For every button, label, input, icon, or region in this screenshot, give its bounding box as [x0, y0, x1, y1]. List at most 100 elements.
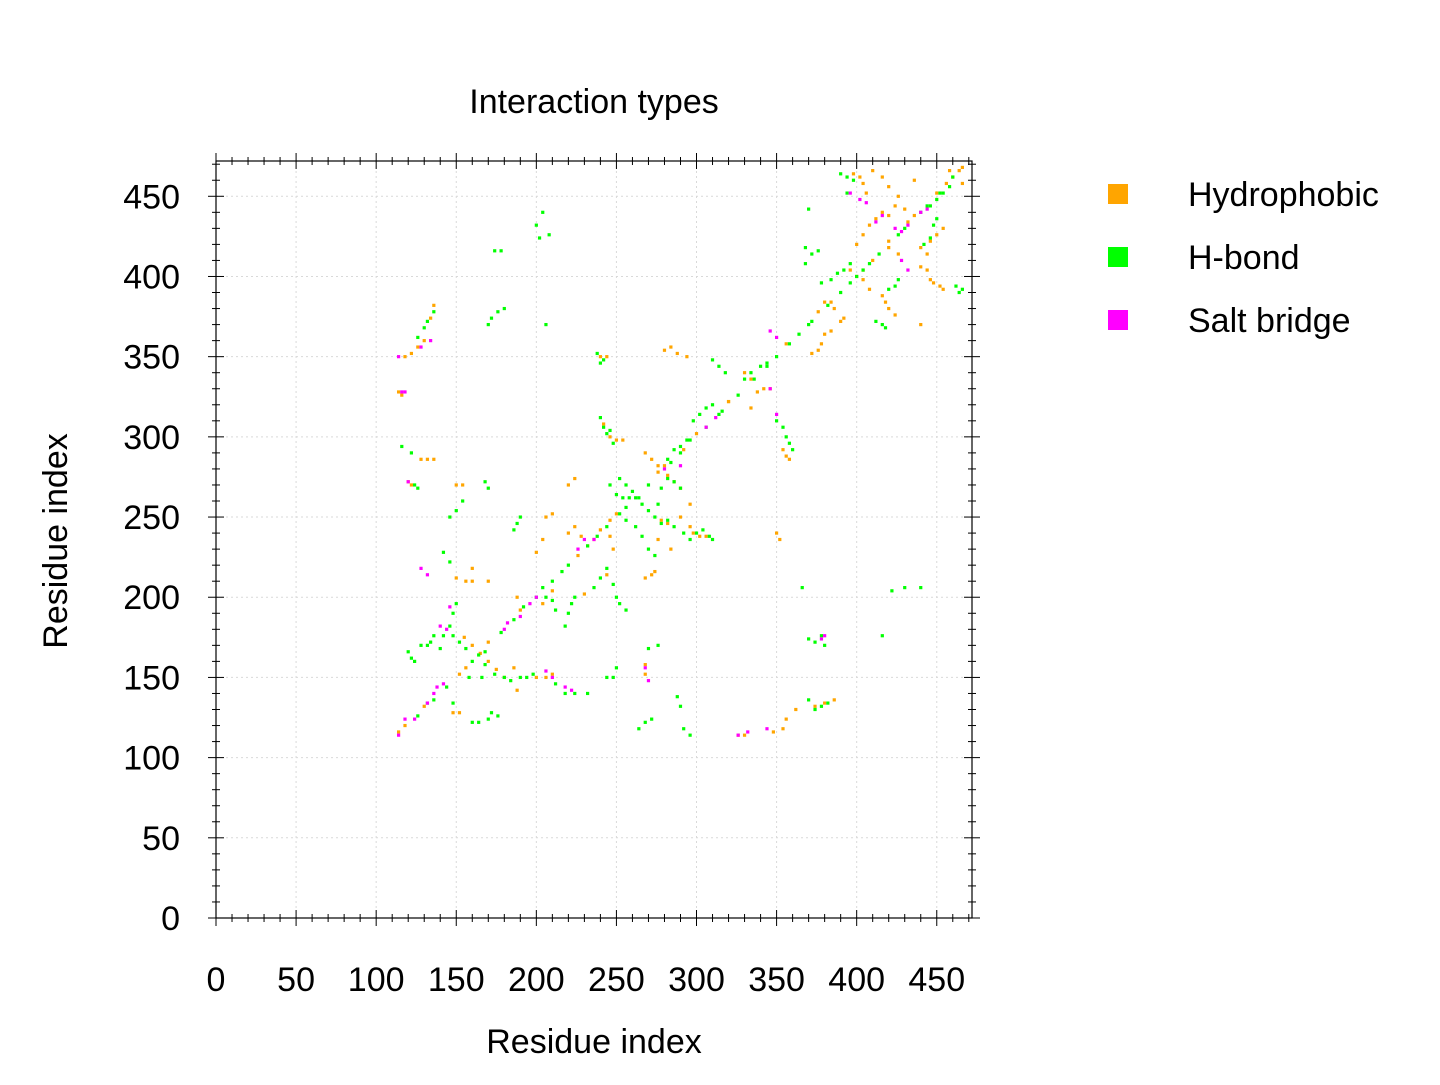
point-1-160 [682, 531, 686, 535]
point-1-82 [432, 634, 436, 638]
point-0-86 [608, 435, 612, 439]
point-1-221 [880, 634, 884, 638]
point-2-51 [906, 268, 910, 272]
point-0-115 [781, 448, 785, 452]
point-1-30 [797, 332, 801, 336]
point-0-101 [669, 547, 673, 551]
point-0-39 [470, 643, 474, 647]
point-1-135 [598, 416, 603, 420]
point-2-26 [544, 669, 548, 673]
point-0-91 [650, 573, 654, 577]
point-2-22 [534, 595, 538, 599]
data-points [396, 165, 964, 737]
point-0-46 [419, 457, 423, 461]
point-1-45 [637, 496, 641, 500]
point-0-26 [944, 181, 948, 186]
legend-swatch-0 [1108, 184, 1128, 204]
point-1-77 [409, 656, 414, 660]
x-tick-label-0: 0 [207, 961, 226, 999]
point-0-85 [605, 355, 609, 359]
point-1-7 [512, 618, 516, 622]
y-tick-label-2: 100 [123, 740, 180, 778]
point-1-116 [553, 608, 558, 612]
point-0-8 [598, 528, 603, 532]
point-1-58 [493, 672, 497, 676]
point-1-106 [534, 223, 538, 227]
point-0-99 [675, 351, 679, 356]
point-0-82 [544, 515, 548, 519]
point-1-179 [710, 358, 715, 362]
point-0-168 [861, 233, 865, 237]
point-1-204 [803, 246, 808, 250]
point-1-159 [672, 525, 676, 529]
point-0-118 [774, 531, 779, 535]
point-1-53 [451, 634, 455, 638]
point-0-157 [842, 316, 846, 320]
point-1-190 [774, 419, 779, 423]
point-0-88 [621, 438, 625, 442]
point-0-104 [688, 525, 692, 529]
point-1-87 [454, 602, 458, 606]
point-0-114 [726, 399, 731, 404]
point-1-235 [960, 287, 964, 291]
point-0-98 [669, 345, 673, 349]
point-1-186 [742, 377, 747, 381]
point-1-172 [682, 727, 686, 731]
point-2-40 [774, 335, 779, 340]
x-tick-label-8: 400 [828, 961, 885, 999]
point-1-120 [573, 595, 577, 599]
point-0-70 [550, 672, 554, 676]
point-0-60 [464, 579, 468, 583]
point-1-46 [630, 489, 635, 493]
point-1-143 [627, 496, 631, 500]
point-0-127 [823, 701, 827, 705]
point-1-105 [518, 515, 522, 519]
point-1-72 [400, 444, 404, 449]
point-1-3 [445, 685, 449, 689]
point-2-2 [413, 717, 417, 721]
x-tick-label-1: 50 [277, 961, 315, 999]
point-0-123 [781, 727, 785, 731]
point-0-31 [960, 181, 964, 186]
point-1-148 [634, 525, 638, 529]
point-2-15 [406, 480, 410, 484]
point-0-165 [893, 313, 897, 317]
point-1-218 [874, 319, 878, 323]
point-0-145 [925, 268, 929, 272]
point-1-12 [566, 563, 570, 567]
point-1-192 [784, 435, 788, 439]
point-1-139 [611, 441, 615, 445]
point-1-132 [614, 595, 619, 599]
axes: 0 50 100 150 200 250 300 350 400 450 0 50 100 150 200 2… [123, 153, 980, 999]
point-0-130 [816, 348, 820, 352]
x-tick-label-9: 450 [908, 961, 965, 999]
point-0-45 [409, 483, 414, 487]
chart-title: Interaction types [469, 83, 718, 121]
point-1-115 [550, 598, 554, 603]
point-1-41 [903, 226, 907, 230]
point-1-237 [928, 236, 932, 240]
point-1-216 [851, 178, 856, 182]
point-1-84 [441, 634, 446, 638]
point-1-95 [502, 306, 506, 311]
point-0-58 [461, 483, 465, 487]
point-1-164 [678, 444, 683, 449]
point-1-39 [877, 252, 881, 256]
point-2-43 [819, 637, 824, 641]
point-2-39 [768, 329, 772, 333]
point-1-228 [928, 204, 932, 208]
point-1-80 [425, 643, 430, 647]
point-0-139 [893, 204, 897, 208]
point-2-42 [774, 412, 779, 417]
point-1-134 [624, 608, 628, 612]
point-0-66 [512, 666, 516, 670]
point-1-107 [541, 210, 545, 214]
point-0-53 [416, 345, 420, 349]
point-0-55 [429, 316, 433, 320]
point-1-15 [605, 525, 609, 529]
point-1-229 [935, 197, 939, 202]
point-1-166 [659, 486, 663, 490]
x-axis-label: Residue index [486, 1023, 701, 1061]
point-1-98 [448, 515, 452, 519]
point-0-146 [928, 278, 932, 282]
